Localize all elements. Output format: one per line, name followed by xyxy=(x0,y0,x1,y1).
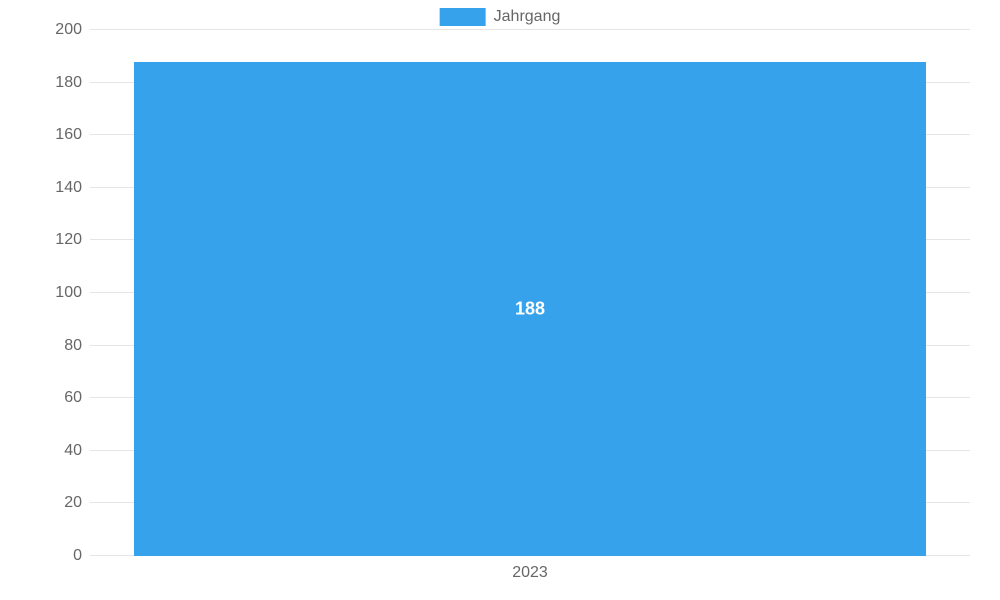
y-tick-label: 100 xyxy=(55,284,82,302)
plot-area: 0204060801001201401601802001882023 xyxy=(90,30,970,556)
y-tick-label: 200 xyxy=(55,21,82,39)
chart-container: Jahrgang 0204060801001201401601802001882… xyxy=(0,0,1000,600)
y-tick-label: 60 xyxy=(64,389,82,407)
y-tick-label: 20 xyxy=(64,494,82,512)
y-tick-label: 180 xyxy=(55,74,82,92)
legend-swatch xyxy=(440,8,486,26)
y-tick-label: 160 xyxy=(55,126,82,144)
y-tick-label: 40 xyxy=(64,442,82,460)
y-tick-label: 80 xyxy=(64,337,82,355)
grid-line xyxy=(90,29,970,30)
legend-label: Jahrgang xyxy=(494,8,561,26)
legend: Jahrgang xyxy=(440,8,561,26)
x-tick-label: 2023 xyxy=(512,564,548,582)
y-tick-label: 140 xyxy=(55,179,82,197)
y-tick-label: 120 xyxy=(55,231,82,249)
bar: 188 xyxy=(134,62,926,556)
y-tick-label: 0 xyxy=(73,547,82,565)
bar-value-label: 188 xyxy=(515,298,545,319)
